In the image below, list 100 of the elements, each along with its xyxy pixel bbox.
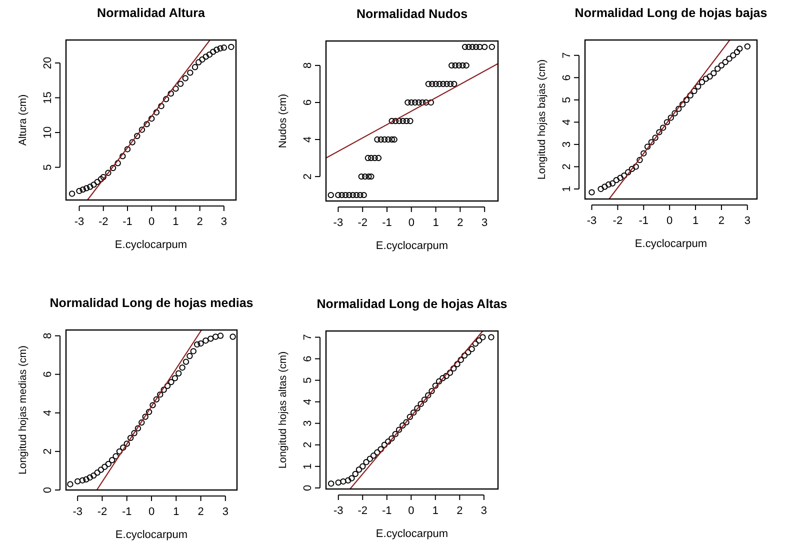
point — [212, 334, 219, 340]
point — [120, 444, 126, 451]
x-tick-label: 1 — [692, 215, 699, 227]
point — [144, 121, 150, 128]
point — [588, 189, 595, 196]
point — [454, 361, 460, 368]
y-tick-label: 5 — [302, 377, 314, 384]
y-tick-label: 7 — [302, 334, 314, 340]
x-tick-label: 0 — [148, 506, 155, 518]
point — [481, 44, 488, 50]
chart-title: Normalidad Altura — [97, 6, 206, 20]
point — [687, 92, 694, 99]
point — [214, 46, 220, 53]
x-tick-label: 3 — [480, 505, 487, 517]
point — [432, 382, 439, 389]
y-tick-label: 1 — [302, 463, 314, 470]
point — [469, 44, 476, 50]
point — [94, 470, 100, 476]
point — [418, 400, 424, 408]
point — [602, 184, 608, 190]
x-tick-label: 1 — [432, 217, 439, 229]
point — [116, 448, 123, 455]
point — [342, 192, 349, 198]
chart-title: Normalidad Nudos — [356, 7, 468, 21]
point — [598, 186, 604, 192]
point — [217, 332, 224, 339]
point — [421, 396, 428, 403]
point — [187, 70, 194, 76]
point — [388, 118, 395, 124]
y-tick-label: 6 — [42, 371, 54, 378]
point — [208, 336, 214, 342]
x-axis-title: E.cyclocarpum — [376, 240, 448, 252]
point — [206, 52, 213, 58]
y-tick-label: 2 — [302, 173, 314, 180]
point — [621, 172, 628, 179]
point — [403, 118, 410, 124]
point — [150, 402, 156, 408]
point — [98, 466, 104, 473]
x-tick-label: -2 — [98, 216, 108, 228]
point — [706, 73, 713, 80]
x-tick-label: 3 — [482, 217, 488, 229]
point — [726, 56, 732, 62]
point — [120, 153, 126, 160]
point — [366, 173, 372, 180]
point — [172, 86, 179, 92]
x-tick-label: -3 — [72, 506, 82, 518]
point — [108, 457, 116, 464]
point — [672, 110, 678, 116]
point — [344, 477, 352, 484]
point — [74, 478, 81, 484]
point — [168, 90, 174, 97]
point — [476, 44, 483, 50]
point — [609, 180, 616, 187]
y-tick-label: 10 — [42, 126, 54, 139]
point — [110, 164, 116, 172]
point — [124, 440, 130, 447]
point — [105, 460, 112, 468]
point — [488, 44, 495, 50]
point — [335, 192, 342, 198]
point — [702, 76, 709, 82]
point — [348, 475, 355, 482]
point — [408, 99, 414, 106]
point — [381, 136, 388, 143]
point — [488, 334, 494, 340]
point — [606, 181, 612, 188]
point — [436, 378, 442, 384]
point — [368, 154, 374, 162]
point — [190, 348, 196, 354]
point — [138, 126, 146, 133]
x-axis-title: E.cyclocarpum — [634, 238, 708, 250]
y-tick-label: 2 — [302, 442, 314, 448]
point — [360, 192, 367, 198]
point — [400, 422, 406, 429]
y-tick-label: 4 — [302, 136, 314, 143]
point — [148, 116, 155, 122]
point — [472, 44, 480, 50]
x-tick-label: -2 — [97, 506, 108, 518]
point — [153, 109, 160, 116]
point — [466, 44, 472, 50]
point — [422, 99, 430, 106]
point — [194, 341, 200, 348]
x-tick-label: 2 — [457, 217, 464, 229]
point — [105, 170, 112, 176]
point — [164, 382, 171, 390]
point — [374, 449, 380, 456]
x-tick-label: -3 — [333, 505, 344, 517]
point — [640, 150, 647, 156]
point — [480, 334, 486, 340]
y-axis-title: Longitud hojas altas (cm) — [277, 351, 289, 469]
point — [83, 476, 90, 482]
point — [172, 375, 178, 382]
point — [358, 173, 364, 180]
point — [391, 136, 398, 143]
point — [385, 136, 392, 143]
x-tick-label: 0 — [408, 505, 414, 517]
point — [90, 182, 97, 188]
point — [744, 43, 750, 50]
x-tick-label: -1 — [638, 215, 649, 227]
point — [636, 156, 643, 164]
point — [68, 190, 76, 197]
